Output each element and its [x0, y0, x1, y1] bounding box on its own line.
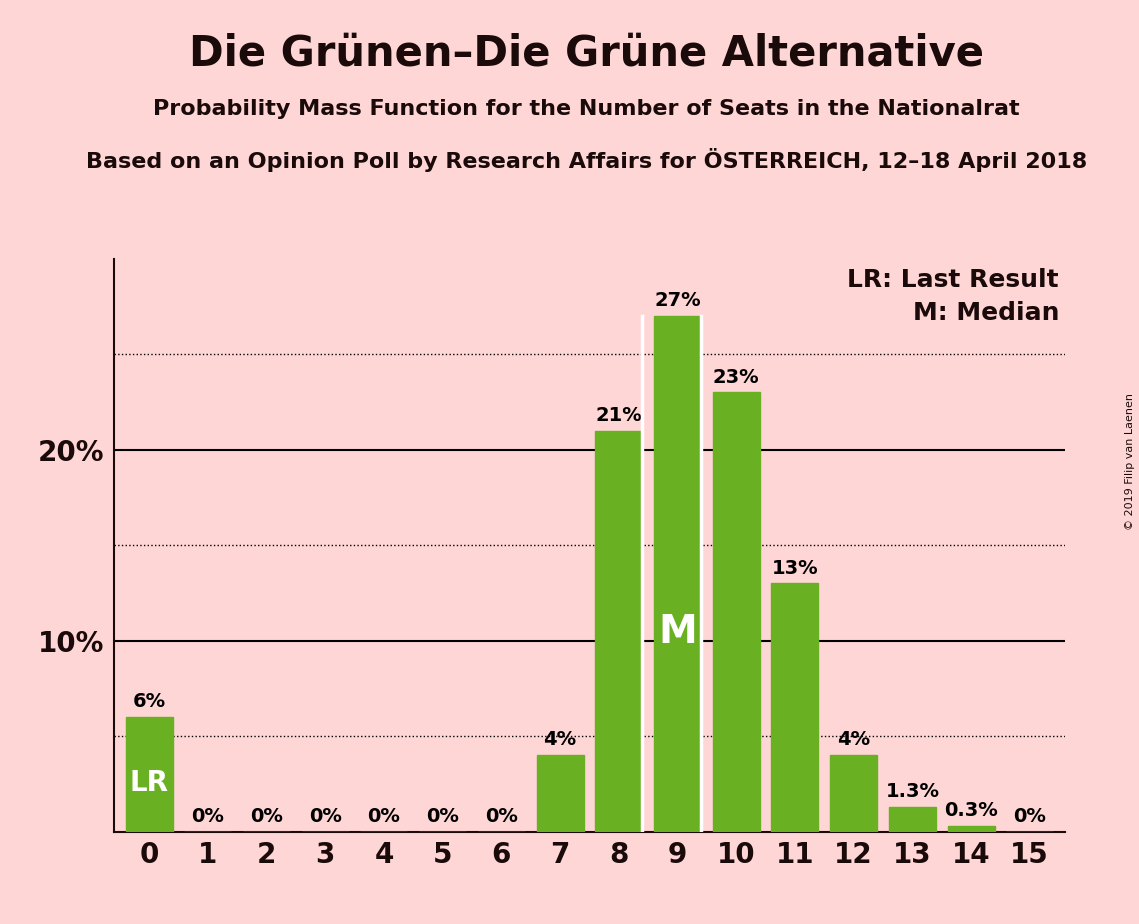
Text: 0.3%: 0.3% — [944, 801, 998, 821]
Text: 23%: 23% — [713, 368, 760, 386]
Text: 4%: 4% — [837, 731, 870, 749]
Text: 0%: 0% — [1014, 807, 1047, 826]
Text: 4%: 4% — [543, 731, 576, 749]
Bar — [596, 431, 642, 832]
Bar — [771, 583, 819, 832]
Bar — [654, 316, 700, 832]
Bar — [125, 717, 173, 832]
Text: 13%: 13% — [771, 559, 818, 578]
Text: 0%: 0% — [191, 807, 224, 826]
Text: 0%: 0% — [485, 807, 518, 826]
Text: 6%: 6% — [132, 692, 165, 711]
Text: 1.3%: 1.3% — [885, 782, 940, 801]
Text: 27%: 27% — [654, 291, 700, 310]
Text: 0%: 0% — [251, 807, 282, 826]
Bar — [948, 826, 994, 832]
Text: 21%: 21% — [596, 406, 642, 425]
Text: © 2019 Filip van Laenen: © 2019 Filip van Laenen — [1125, 394, 1134, 530]
Bar — [713, 393, 760, 832]
Text: M: M — [658, 614, 697, 651]
Bar — [888, 807, 936, 832]
Bar — [536, 755, 583, 832]
Text: M: Median: M: Median — [912, 300, 1059, 324]
Text: Die Grünen–Die Grüne Alternative: Die Grünen–Die Grüne Alternative — [189, 32, 984, 74]
Text: LR: LR — [130, 769, 169, 797]
Text: 0%: 0% — [309, 807, 342, 826]
Text: 0%: 0% — [426, 807, 459, 826]
Text: LR: Last Result: LR: Last Result — [847, 268, 1059, 292]
Bar — [830, 755, 877, 832]
Text: Probability Mass Function for the Number of Seats in the Nationalrat: Probability Mass Function for the Number… — [154, 99, 1019, 119]
Text: Based on an Opinion Poll by Research Affairs for ÖSTERREICH, 12–18 April 2018: Based on an Opinion Poll by Research Aff… — [85, 148, 1088, 172]
Text: 0%: 0% — [368, 807, 401, 826]
